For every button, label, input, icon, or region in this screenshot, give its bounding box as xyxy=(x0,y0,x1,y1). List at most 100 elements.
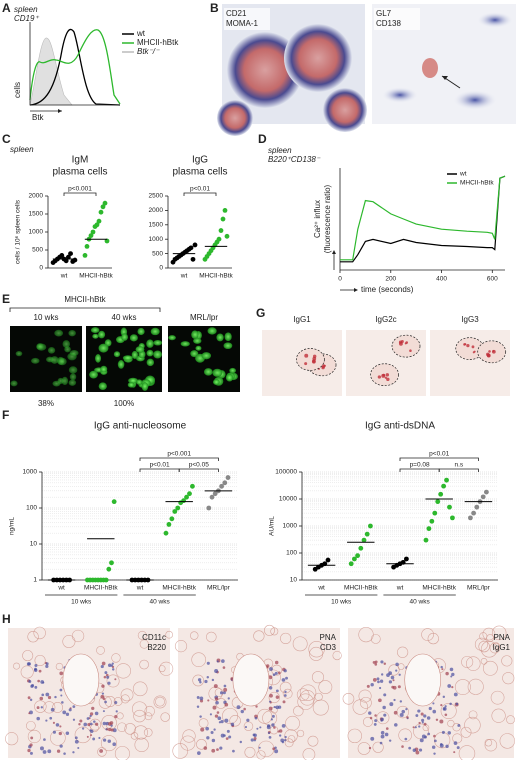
cell xyxy=(86,735,89,738)
stain-dot xyxy=(404,342,407,345)
cell xyxy=(445,671,449,676)
lumen xyxy=(404,653,442,707)
panel-letter: E xyxy=(2,292,10,306)
cell xyxy=(384,732,389,737)
group-label: wt xyxy=(396,585,404,592)
data-point xyxy=(102,200,108,206)
cell xyxy=(214,714,219,718)
data-point xyxy=(368,523,373,529)
alveolus xyxy=(62,635,76,648)
follicle-outline xyxy=(296,348,325,371)
alveolus xyxy=(359,696,372,709)
data-point xyxy=(432,510,438,516)
panel-letter: D xyxy=(258,132,267,146)
cell xyxy=(244,725,248,729)
cell xyxy=(453,741,458,745)
cell xyxy=(243,707,246,711)
alveolus xyxy=(308,640,325,658)
cell xyxy=(414,726,417,729)
data-point xyxy=(84,244,90,249)
arrow-head xyxy=(442,76,448,80)
cell xyxy=(103,675,107,679)
cell xyxy=(274,660,279,665)
cell xyxy=(203,746,208,750)
nucleus xyxy=(153,339,163,346)
cell xyxy=(43,738,46,741)
cell xyxy=(220,720,224,724)
cell xyxy=(370,683,374,687)
cell xyxy=(433,752,436,755)
cell xyxy=(412,726,415,729)
age-label: 10 wks xyxy=(71,599,92,606)
cell xyxy=(28,679,32,683)
cell xyxy=(230,722,235,727)
group-label: wt xyxy=(136,585,144,592)
curve-ko xyxy=(29,37,73,106)
alveolus xyxy=(460,726,472,738)
nucleus xyxy=(117,360,125,369)
cell xyxy=(72,751,75,754)
y-tick-label: 100 xyxy=(286,550,297,557)
cell xyxy=(267,732,271,735)
data-point xyxy=(480,494,486,500)
cell xyxy=(421,721,424,724)
alveolus xyxy=(458,745,476,760)
cell xyxy=(433,734,436,738)
alveolus xyxy=(499,733,516,749)
cell xyxy=(27,662,31,666)
cell xyxy=(374,714,377,717)
alveolus xyxy=(482,660,498,676)
stain-label: MOMA-1 xyxy=(226,19,259,28)
y-tick-label: 2500 xyxy=(149,193,164,200)
cell xyxy=(34,685,38,689)
cell xyxy=(211,748,216,753)
alveolus xyxy=(358,689,372,703)
alveolus xyxy=(268,691,280,704)
alveolus xyxy=(506,715,515,725)
cell xyxy=(275,705,280,710)
stain-dot xyxy=(382,373,386,377)
group-label: MHCII-hBtk xyxy=(64,295,106,304)
cell xyxy=(200,727,205,732)
data-point xyxy=(352,556,357,562)
cell xyxy=(380,730,385,735)
alveolus xyxy=(280,632,292,645)
cell xyxy=(31,683,35,687)
cell xyxy=(240,709,244,714)
x-label: Btk xyxy=(32,113,45,122)
cell xyxy=(206,736,210,740)
cell xyxy=(283,669,287,673)
cell xyxy=(211,678,215,682)
y-label: cells / 10⁶ spleen cells xyxy=(15,199,22,264)
series-line xyxy=(340,175,506,263)
cell xyxy=(390,675,395,680)
cell xyxy=(74,739,79,744)
nucleus xyxy=(137,327,145,336)
cell xyxy=(112,728,117,733)
cell xyxy=(268,736,272,739)
alveolus xyxy=(139,639,149,649)
y-tick-label: 0 xyxy=(159,265,163,272)
cell xyxy=(38,669,42,673)
cell xyxy=(196,696,200,699)
cell xyxy=(457,723,461,727)
alveolus xyxy=(98,695,112,709)
data-point xyxy=(222,208,228,213)
cell xyxy=(40,706,44,709)
data-point xyxy=(166,522,172,527)
alveolus xyxy=(155,696,165,707)
cell xyxy=(199,715,202,718)
label-bg xyxy=(224,8,270,30)
alveolus xyxy=(20,665,34,679)
cell xyxy=(55,723,60,727)
sig-label: p<0.001 xyxy=(68,186,92,193)
data-point xyxy=(484,489,489,495)
sig-bracket xyxy=(63,192,97,196)
cell xyxy=(441,668,444,671)
data-point xyxy=(192,242,198,248)
nucleus xyxy=(135,346,145,353)
cell xyxy=(37,679,41,683)
nucleus xyxy=(141,382,149,391)
nucleus xyxy=(50,356,59,364)
subtitle: B220⁺CD138⁻ xyxy=(268,155,321,164)
